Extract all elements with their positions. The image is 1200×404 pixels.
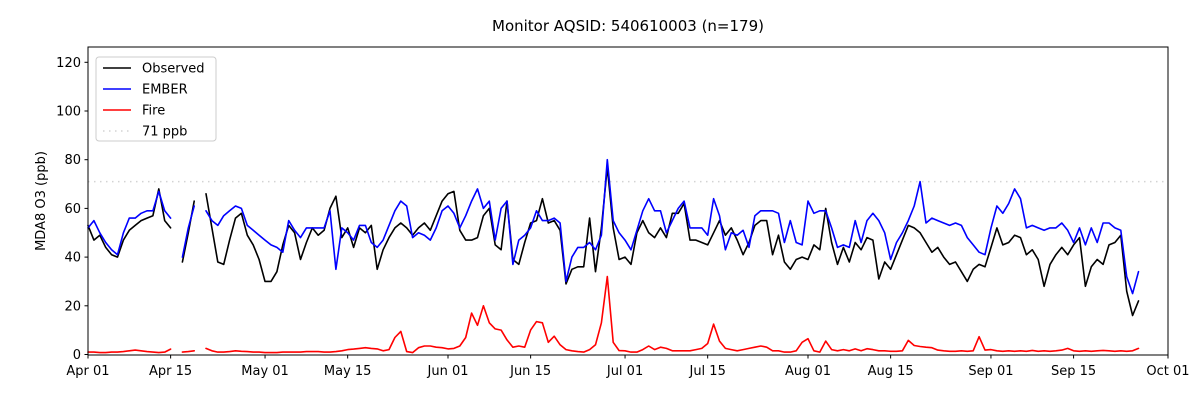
series-layer [87,158,1140,354]
x-tick-label: Jul 15 [688,364,725,379]
chart-title: Monitor AQSID: 540610003 (n=179) [492,17,764,35]
series-fire-line [87,275,1140,354]
axes-layer: 0 20 40 60 80 100 120 Apr 01 Apr 15 May 01 May 15 J… [56,46,1190,379]
y-tick-label: 60 [64,202,81,217]
y-tick-label: 80 [64,153,81,168]
y-axis-label: MDA8 O3 (ppb) [34,151,49,251]
legend-item-label: EMBER [142,83,188,98]
x-tick-label: May 01 [241,364,289,379]
legend-item-label: Fire [142,104,165,119]
x-tick-label: Apr 01 [66,364,109,379]
series-observed-line [87,166,1140,317]
x-tick-label: Jun 15 [509,364,551,379]
x-tick-label: Oct 01 [1146,364,1189,379]
x-tick-label: May 15 [324,364,372,379]
x-tick-label: Jun 01 [427,364,469,379]
y-tick-label: 20 [64,299,81,314]
legend-item-label: Observed [142,62,205,77]
legend-item-label: 71 ppb [142,125,187,140]
legend: Observed EMBER Fire 71 ppb [95,56,217,142]
y-tick-label: 0 [73,348,81,363]
legend-box [95,56,217,142]
x-tick-label: Aug 15 [868,364,914,379]
x-tick-label: Sep 15 [1051,364,1096,379]
x-tick-label: Sep 01 [968,364,1013,379]
x-tick-label: Aug 01 [785,364,831,379]
x-tick-label: Jul 01 [606,364,643,379]
y-tick-label: 40 [64,251,81,266]
series-ember-line [87,158,1140,295]
y-tick-label: 100 [56,105,81,120]
x-tick-label: Apr 15 [149,364,192,379]
plot-frame [87,46,1169,356]
y-tick-label: 120 [56,56,81,71]
